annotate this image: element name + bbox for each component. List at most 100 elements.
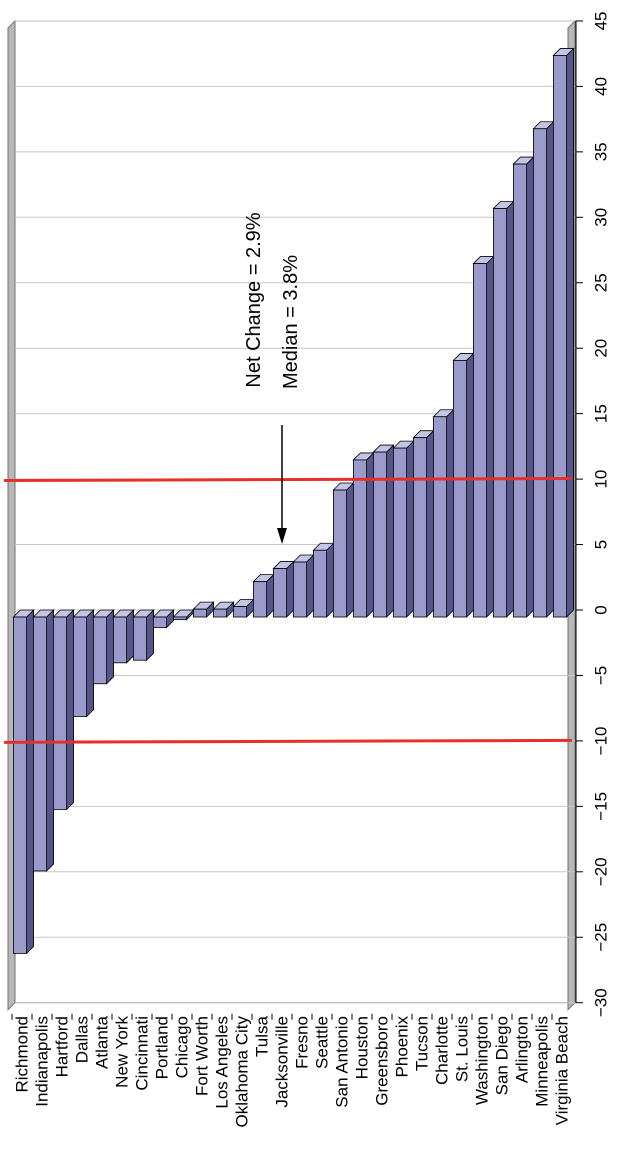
category-label: Hartford [53,1016,72,1077]
bar [552,47,575,618]
bar [152,609,175,629]
bar-face [392,447,407,618]
bar [92,609,115,685]
bar-face [73,616,88,717]
category-label: Virginia Beach [553,1016,572,1125]
median-annotation: Median = 3.8% [280,255,302,389]
bar [372,444,395,618]
category-label: Jacksonville [273,1016,292,1108]
bar [252,573,275,618]
net-change-annotation: Net Change = 2.9% [243,212,265,387]
bar-face [332,489,347,618]
bar-side [426,429,435,618]
bar-side [126,609,135,664]
tick-label: 40 [592,77,611,96]
bar [352,451,375,618]
bar-side [326,542,335,618]
bar-side [546,120,554,618]
bar [392,440,415,618]
category-label: Arlington [513,1016,532,1083]
bar [472,255,495,618]
bar-side [526,156,534,618]
category-labels: Richmond Indianapolis Hartford Dallas Atlant… [11,1013,572,1128]
bar [52,609,75,811]
tick-label: 35 [592,142,611,161]
bar [432,408,455,618]
category-label: Charlotte [433,1016,452,1085]
bar-side [366,451,375,618]
bar [32,609,55,872]
category-label: Atlanta [93,1015,112,1068]
bar-side [566,47,574,618]
bar-face [33,616,48,872]
bar-side [446,408,455,618]
reference-line [3,477,573,483]
category-label: Los Angeles [213,1016,232,1109]
bar-face [292,561,307,618]
bar-face [172,616,187,621]
tick-label: 0 [592,605,611,614]
bar-face [132,616,147,661]
category-label: Fort Worth [193,1016,212,1096]
tick-label: 10 [592,470,611,489]
bar-face [12,616,27,954]
category-label: Richmond [13,1016,32,1093]
bar-face [553,55,568,618]
tick-label: −30 [592,988,611,1017]
bar [312,542,335,618]
bar-side [86,609,94,718]
category-label: San Antonio [333,1016,352,1108]
tick-label: 30 [592,208,611,227]
bar [412,429,435,618]
tick-label: 15 [592,404,611,423]
median-arrow-head [277,528,287,544]
bar-side [466,352,475,618]
bar-side [46,609,54,872]
bar [232,598,255,618]
bar [452,352,475,618]
bar-side [26,609,34,955]
bar [132,609,155,662]
bar-face [272,568,287,618]
bar-side [346,482,355,618]
bar-face [232,606,247,618]
tick-label: 45 [592,11,611,30]
bars [12,47,575,955]
category-label: Fresno [293,1016,312,1069]
bar-side [66,609,74,811]
bar-face [312,549,327,618]
category-label: Houston [353,1016,372,1079]
bar [272,560,295,618]
tick-label: 25 [592,273,611,292]
category-label: St. Louis [453,1016,472,1082]
reference-lines [3,477,573,744]
bar [292,554,315,618]
bar-side [146,609,155,662]
bar-face [533,128,548,618]
category-label: Minneapolis [533,1016,552,1107]
category-label: Dallas [73,1016,92,1063]
category-label: Portland [153,1016,172,1079]
bar [72,609,95,718]
bar-face [252,581,267,618]
bar-face [432,416,447,618]
reference-line [3,738,573,744]
tick-label: −20 [592,857,611,886]
bar [332,482,355,618]
bar-face [113,616,128,664]
category-label: New York [113,1016,132,1088]
bar-face [352,459,367,618]
bar-side [106,609,114,685]
bar [112,609,135,664]
bar-face [412,437,427,618]
tick-label: −10 [592,726,611,755]
category-label: Tulsa [253,1015,272,1056]
bar-face [492,208,507,618]
bar [172,609,195,621]
category-label: Oklahoma City [233,1016,252,1128]
bar-face [372,451,387,618]
bar-face [513,163,528,618]
bar [532,120,555,618]
bar-face [472,263,487,618]
